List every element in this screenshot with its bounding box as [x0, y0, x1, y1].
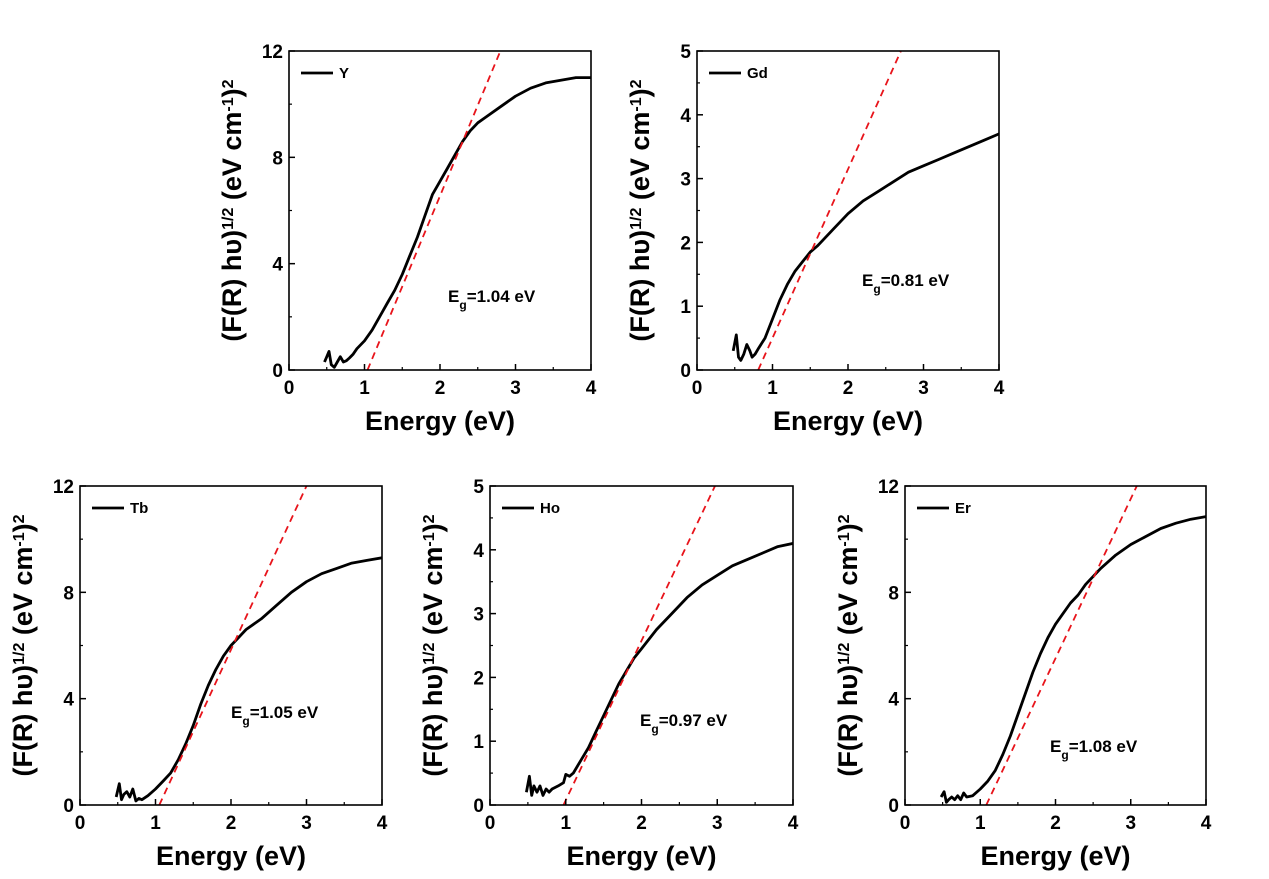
- x-tick-label: 2: [843, 378, 854, 399]
- y-tick-label: 2: [680, 233, 691, 254]
- x-tick-label: 0: [485, 813, 496, 834]
- chart-panel-2: 0 1 2 3 4 0 1 2 3 4 5 Energy (eV) (F(R) hυ)1/2 (eV c…: [625, 42, 1005, 436]
- y-tick-label: 0: [63, 796, 74, 817]
- x-tick-label: 0: [900, 813, 911, 834]
- y-tick-label: 0: [888, 796, 899, 817]
- y-axis-label: (F(R) hυ)1/2 (eV cm-1)2: [833, 514, 863, 776]
- y-tick-label: 8: [63, 583, 74, 604]
- x-axis-label: Energy (eV): [365, 406, 515, 436]
- legend-label: Y: [339, 65, 349, 82]
- y-tick-label: 0: [473, 796, 484, 817]
- chart-panel-4: 0 1 2 3 4 0 1 2 3 4 5 Energy (eV) (F(R) hυ)1/2 (eV c…: [418, 477, 799, 871]
- plot-frame: [904, 485, 1207, 806]
- y-tick-label: 3: [473, 605, 484, 626]
- x-tick-label: 2: [1050, 813, 1061, 834]
- y-axis-label: (F(R) hυ)1/2 (eV cm-1)2: [625, 79, 655, 341]
- legend-label: Ho: [540, 500, 560, 517]
- y-tick-label: 4: [888, 690, 899, 711]
- bandgap-annotation: Eg=0.97 eV: [640, 711, 728, 736]
- plot-frame: [288, 50, 592, 371]
- y-axis-label: (F(R) hυ)1/2 (eV cm-1)2: [418, 514, 448, 776]
- x-axis-label: Energy (eV): [773, 406, 923, 436]
- y-tick-label: 2: [473, 668, 484, 689]
- y-tick-label: 5: [680, 42, 691, 63]
- x-axis-label: Energy (eV): [566, 841, 716, 871]
- series-line-Gd: [731, 132, 999, 362]
- x-axis-label: Energy (eV): [156, 841, 306, 871]
- y-tick-label: 8: [888, 583, 899, 604]
- y-axis-label: (F(R) hυ)1/2 (eV cm-1)2: [217, 79, 247, 341]
- plot-frame: [696, 50, 1000, 371]
- series-line-Ho: [525, 542, 793, 797]
- legend-label: Er: [955, 500, 971, 517]
- x-tick-label: 4: [788, 813, 799, 834]
- fit-line: [757, 51, 902, 370]
- x-tick-label: 3: [301, 813, 312, 834]
- series-line-Er: [939, 515, 1206, 804]
- y-tick-label: 0: [680, 361, 691, 382]
- x-tick-label: 4: [1201, 813, 1212, 834]
- y-tick-label: 12: [262, 42, 283, 63]
- y-tick-label: 0: [272, 361, 283, 382]
- fit-line: [985, 486, 1138, 805]
- x-tick-label: 1: [975, 813, 986, 834]
- fit-line: [366, 51, 502, 370]
- bandgap-annotation: Eg=1.05 eV: [231, 703, 319, 728]
- y-tick-label: 4: [473, 541, 484, 562]
- x-tick-label: 2: [435, 378, 446, 399]
- series-line-Tb: [114, 556, 382, 803]
- y-tick-label: 4: [272, 255, 283, 276]
- legend-label: Gd: [747, 65, 768, 82]
- fit-line: [158, 486, 308, 805]
- y-tick-label: 4: [63, 690, 74, 711]
- legend-label: Tb: [130, 500, 148, 517]
- x-tick-label: 0: [284, 378, 295, 399]
- x-axis-label: Energy (eV): [980, 841, 1130, 871]
- bandgap-annotation: Eg=1.04 eV: [448, 287, 536, 312]
- x-tick-label: 0: [692, 378, 703, 399]
- y-tick-label: 3: [680, 170, 691, 191]
- x-tick-label: 0: [75, 813, 86, 834]
- x-tick-label: 4: [586, 378, 597, 399]
- x-tick-label: 1: [150, 813, 161, 834]
- x-tick-label: 2: [636, 813, 647, 834]
- x-tick-label: 2: [226, 813, 237, 834]
- x-tick-label: 3: [712, 813, 723, 834]
- y-tick-label: 4: [680, 106, 691, 127]
- x-tick-label: 4: [994, 378, 1005, 399]
- x-tick-label: 4: [377, 813, 388, 834]
- x-tick-label: 1: [359, 378, 370, 399]
- y-tick-label: 1: [473, 732, 484, 753]
- bandgap-annotation: Eg=1.08 eV: [1050, 737, 1138, 762]
- x-tick-label: 3: [1125, 813, 1136, 834]
- bandgap-annotation: Eg=0.81 eV: [862, 271, 950, 296]
- y-tick-label: 1: [680, 297, 691, 318]
- x-tick-label: 1: [560, 813, 571, 834]
- y-tick-label: 5: [473, 477, 484, 498]
- x-tick-label: 1: [767, 378, 778, 399]
- series-line-Y: [323, 76, 591, 369]
- fit-line: [562, 486, 716, 805]
- y-axis-label: (F(R) hυ)1/2 (eV cm-1)2: [8, 514, 38, 776]
- x-tick-label: 3: [918, 378, 929, 399]
- y-tick-label: 8: [272, 148, 283, 169]
- x-tick-label: 3: [510, 378, 521, 399]
- y-tick-label: 12: [878, 477, 899, 498]
- plot-frame: [489, 485, 794, 806]
- y-tick-label: 12: [53, 477, 74, 498]
